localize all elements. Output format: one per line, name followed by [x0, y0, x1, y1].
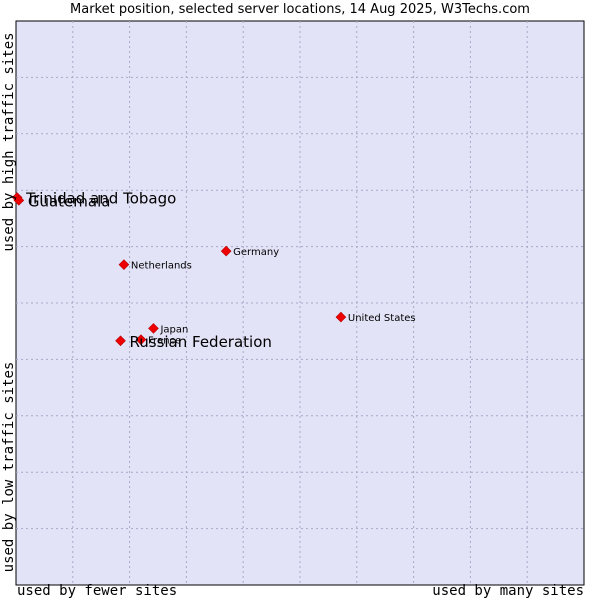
point-marker: [220, 245, 232, 257]
data-point-japan: Japan: [148, 323, 188, 335]
data-point-france: France: [135, 334, 181, 347]
point-label: Guatemala: [28, 192, 111, 210]
point-marker: [335, 311, 347, 323]
chart-title: Market position, selected server locatio…: [70, 2, 530, 17]
point-marker: [135, 334, 147, 345]
data-point-united-states: United States: [335, 311, 416, 324]
x-axis-right-label: used by many sites: [432, 583, 584, 599]
data-point-guatemala: Guatemala: [13, 192, 111, 210]
point-label: France: [148, 336, 181, 347]
point-label: Trinidad and Tobago: [25, 190, 176, 208]
point-marker: [118, 259, 130, 270]
point-label: Japan: [159, 324, 188, 335]
x-axis-left-label: used by fewer sites: [17, 583, 178, 599]
data-point-russian-federation: Russian Federation: [115, 333, 272, 351]
point-label: Russian Federation: [130, 333, 272, 351]
point-marker: [115, 335, 126, 347]
point-label: Germany: [233, 247, 279, 258]
data-point-germany: Germany: [220, 245, 279, 258]
point-label: United States: [348, 313, 416, 324]
point-marker: [148, 323, 159, 334]
point-marker: [13, 195, 25, 206]
data-point-netherlands: Netherlands: [118, 259, 192, 272]
point-label: Netherlands: [131, 261, 192, 272]
grid-lines: [16, 21, 584, 585]
y-axis-bottom-label: used by low traffic sites: [1, 361, 17, 573]
y-axis-top-label: used by high traffic sites: [1, 32, 17, 252]
